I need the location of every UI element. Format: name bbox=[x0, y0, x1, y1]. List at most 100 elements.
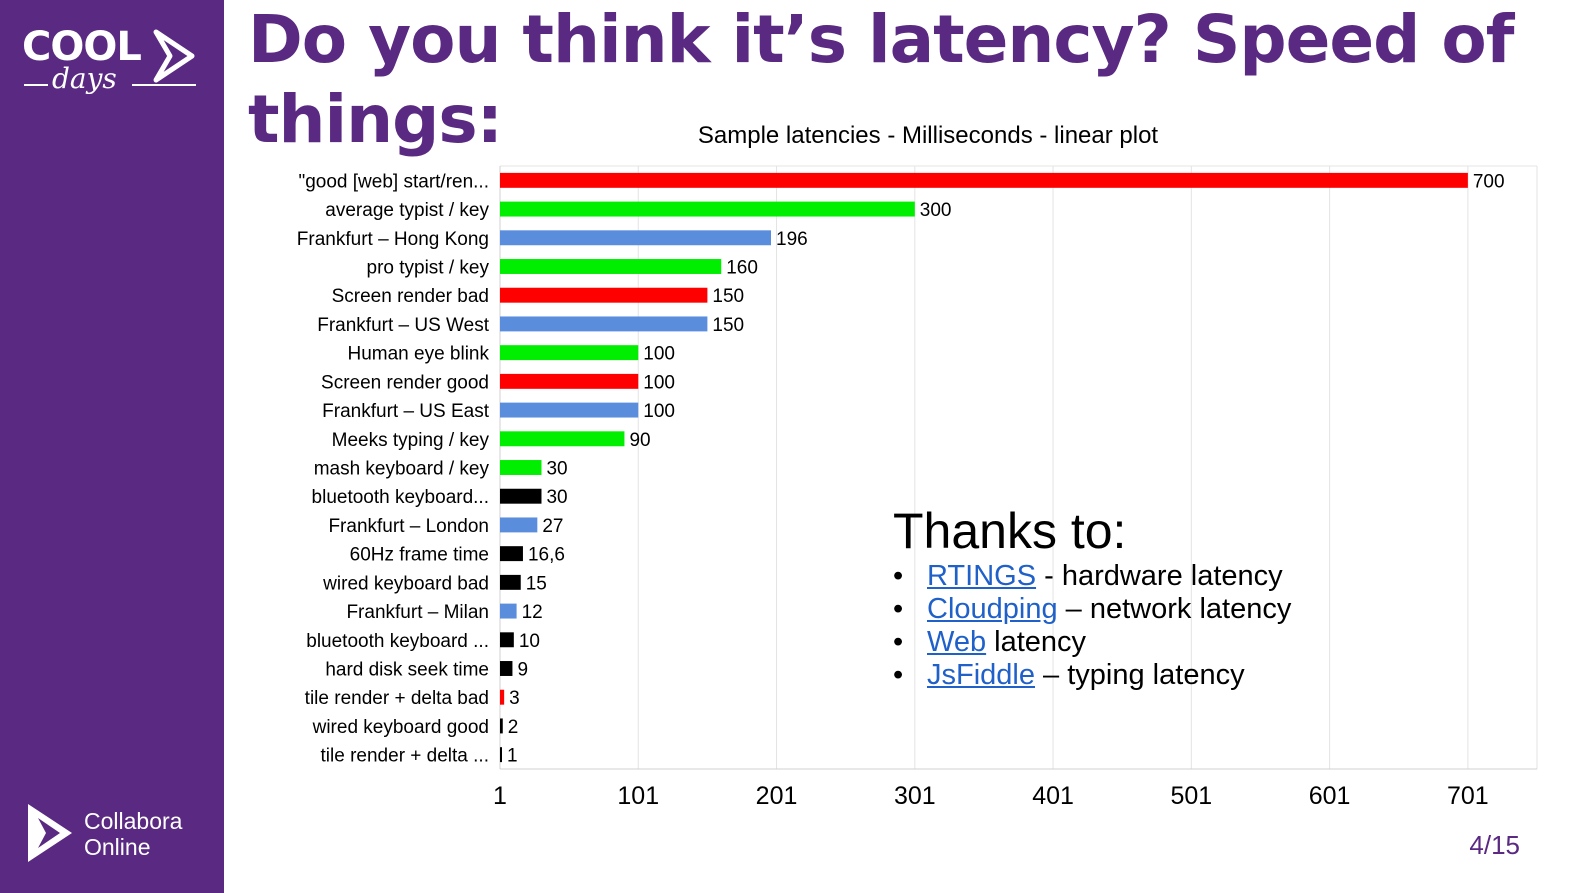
y-category-label: Frankfurt – Hong Kong bbox=[297, 229, 489, 250]
slide-title: Do you think it’s latency? Speed of thin… bbox=[248, 1, 1514, 158]
y-category-label: bluetooth keyboard ... bbox=[306, 631, 489, 652]
chart-title: Sample latencies - Milliseconds - linear… bbox=[697, 122, 1159, 149]
bar bbox=[500, 632, 514, 648]
thanks-item-text: – network latency bbox=[1057, 593, 1292, 625]
bar bbox=[500, 402, 639, 418]
data-label: 150 bbox=[712, 315, 744, 336]
y-category-label: hard disk seek time bbox=[325, 660, 489, 681]
collabora-logo-line2: Online bbox=[84, 834, 151, 860]
thanks-item: • JsFiddle – typing latency bbox=[893, 659, 1513, 692]
bar bbox=[500, 201, 915, 217]
thanks-item: • Web latency bbox=[893, 626, 1513, 659]
y-category-label: Meeks typing / key bbox=[332, 430, 490, 451]
y-category-label: Frankfurt – London bbox=[328, 516, 489, 537]
bar bbox=[500, 172, 1468, 188]
cloudping-link[interactable]: Cloudping bbox=[927, 593, 1058, 625]
bar bbox=[500, 488, 542, 504]
thanks-item-text: – typing latency bbox=[1035, 659, 1245, 691]
collabora-online-logo: Collabora Online bbox=[24, 800, 224, 870]
y-category-label: Frankfurt – Milan bbox=[346, 602, 489, 623]
bar bbox=[500, 747, 502, 763]
data-label: 30 bbox=[546, 487, 567, 508]
y-category-label: 60Hz frame time bbox=[350, 545, 489, 566]
bar bbox=[500, 517, 538, 533]
data-label: 300 bbox=[920, 200, 952, 221]
web-link[interactable]: Web bbox=[927, 626, 987, 658]
y-category-label: average typist / key bbox=[325, 200, 489, 221]
bar bbox=[500, 373, 639, 389]
thanks-heading: Thanks to: bbox=[893, 503, 1127, 559]
data-label: 3 bbox=[509, 688, 520, 709]
logo-line-right bbox=[132, 84, 196, 86]
bar bbox=[500, 546, 523, 562]
bar bbox=[500, 230, 772, 246]
collabora-logo-text: Collabora Online bbox=[84, 808, 182, 860]
bullet-icon: • bbox=[893, 626, 904, 658]
data-label: 150 bbox=[712, 286, 744, 307]
data-label: 700 bbox=[1473, 171, 1505, 192]
bar bbox=[500, 689, 505, 705]
y-category-label: Human eye blink bbox=[347, 344, 489, 365]
data-label: 1 bbox=[507, 746, 518, 767]
thanks-list: • RTINGS - hardware latency • Cloudping – … bbox=[893, 560, 1513, 692]
x-tick-label: 201 bbox=[756, 782, 798, 810]
data-label: 2 bbox=[508, 717, 519, 738]
cool-days-logo: COOL days bbox=[22, 20, 202, 110]
bar bbox=[500, 259, 722, 274]
x-tick-label: 601 bbox=[1309, 782, 1351, 810]
bullet-icon: • bbox=[893, 593, 904, 625]
thanks-item-text: - hardware latency bbox=[1036, 560, 1283, 592]
bar bbox=[500, 460, 542, 475]
thanks-item: • Cloudping – network latency bbox=[893, 593, 1513, 626]
play-arrow-icon bbox=[153, 29, 195, 83]
bullet-icon: • bbox=[893, 659, 904, 691]
data-label: 9 bbox=[517, 660, 528, 681]
y-category-label: tile render + delta ... bbox=[321, 746, 489, 767]
data-label: 27 bbox=[542, 516, 563, 537]
page-number: 4/15 bbox=[1469, 830, 1520, 860]
bar bbox=[500, 287, 708, 303]
x-tick-label: 301 bbox=[894, 782, 936, 810]
thanks-item-text: latency bbox=[986, 626, 1087, 658]
data-label: 12 bbox=[522, 602, 543, 623]
collabora-logo-icon bbox=[28, 804, 72, 862]
x-tick-label: 1 bbox=[493, 782, 507, 810]
y-category-label: pro typist / key bbox=[367, 258, 490, 279]
thanks-item: • RTINGS - hardware latency bbox=[893, 560, 1513, 593]
y-category-label: "good [web] start/ren... bbox=[298, 171, 489, 192]
x-tick-label: 401 bbox=[1032, 782, 1074, 810]
data-label: 160 bbox=[726, 258, 758, 279]
y-category-label: Frankfurt – US West bbox=[317, 315, 489, 336]
data-label: 100 bbox=[643, 344, 675, 365]
y-category-label: Screen render bad bbox=[332, 286, 489, 307]
bar bbox=[500, 574, 521, 590]
jsfiddle-link[interactable]: JsFiddle bbox=[927, 659, 1035, 691]
cool-logo-word: COOL bbox=[22, 24, 142, 70]
y-category-label: wired keyboard good bbox=[312, 717, 489, 738]
bar bbox=[500, 345, 639, 361]
data-label: 90 bbox=[629, 430, 650, 451]
logo-line-left bbox=[24, 84, 48, 86]
thanks-box: Thanks to: • RTINGS - hardware latency • C… bbox=[893, 502, 1513, 692]
bullet-icon: • bbox=[893, 560, 904, 592]
data-label: 30 bbox=[546, 459, 567, 480]
bar bbox=[500, 603, 517, 619]
data-label: 196 bbox=[776, 229, 808, 250]
bar bbox=[500, 718, 503, 734]
days-logo-word: days bbox=[52, 62, 117, 95]
rtings-link[interactable]: RTINGS bbox=[927, 560, 1037, 592]
bar bbox=[500, 661, 513, 676]
x-tick-label: 701 bbox=[1447, 782, 1489, 810]
y-category-label: mash keyboard / key bbox=[314, 459, 490, 480]
sidebar: COOL days Collabora Online bbox=[0, 0, 224, 893]
y-category-label: wired keyboard bad bbox=[322, 573, 489, 594]
y-category-label: tile render + delta bad bbox=[305, 688, 489, 709]
y-category-label: bluetooth keyboard... bbox=[312, 487, 489, 508]
y-category-label: Screen render good bbox=[321, 372, 489, 393]
data-label: 10 bbox=[519, 631, 540, 652]
data-label: 15 bbox=[526, 573, 547, 594]
data-label: 16,6 bbox=[528, 545, 565, 566]
collabora-logo-line1: Collabora bbox=[84, 808, 183, 834]
x-tick-label: 501 bbox=[1170, 782, 1212, 810]
bar bbox=[500, 431, 625, 447]
